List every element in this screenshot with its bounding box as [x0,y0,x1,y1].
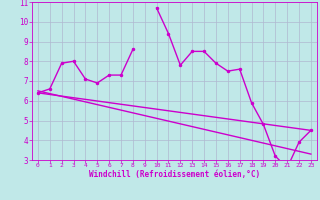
X-axis label: Windchill (Refroidissement éolien,°C): Windchill (Refroidissement éolien,°C) [89,170,260,179]
